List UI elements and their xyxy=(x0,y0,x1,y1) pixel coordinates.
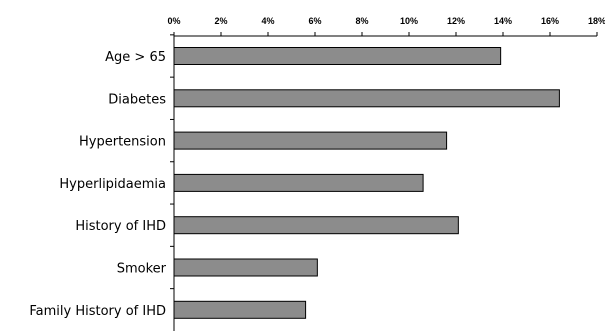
x-tick-label: 12% xyxy=(447,16,465,26)
category-label: Smoker xyxy=(117,262,167,277)
category-label: Hypertension xyxy=(79,135,166,150)
x-tick-label: 10% xyxy=(400,16,418,26)
x-tick-label: 6% xyxy=(308,16,321,26)
bar xyxy=(173,300,307,319)
x-tick-label: 14% xyxy=(494,16,512,26)
bar xyxy=(173,216,459,235)
category-label: Hyperlipidaemia xyxy=(59,177,166,192)
x-tick-label: 2% xyxy=(214,16,227,26)
x-tick-label: 8% xyxy=(355,16,368,26)
bar xyxy=(173,89,560,108)
x-axis: 0% 2% 4% 6% 8% 10% 12% 14% 16% 18% xyxy=(167,16,605,37)
bar xyxy=(173,47,502,65)
x-tick-label: 0% xyxy=(167,16,180,26)
y-axis xyxy=(170,34,175,331)
category-labels: Age > 65 Diabetes Hypertension Hyperlipidae… xyxy=(29,50,166,319)
bar xyxy=(173,258,318,277)
bars xyxy=(173,47,560,319)
x-tick-label: 16% xyxy=(541,16,559,26)
category-label: Age > 65 xyxy=(105,50,166,65)
x-tick-label: 18% xyxy=(588,16,605,26)
x-tick-label: 4% xyxy=(261,16,274,26)
bar xyxy=(173,173,424,192)
bar xyxy=(173,131,448,150)
category-label: Diabetes xyxy=(108,92,166,107)
category-label: History of IHD xyxy=(75,219,166,234)
category-label: Family History of IHD xyxy=(29,304,166,319)
